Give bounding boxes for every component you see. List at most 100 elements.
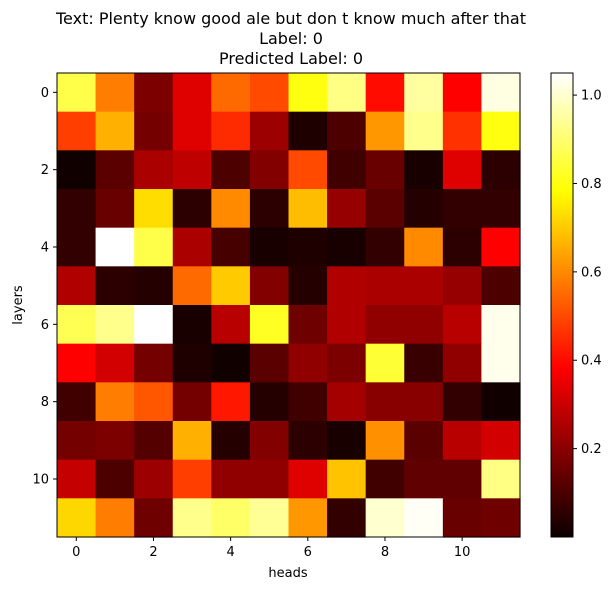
heatmap-cell-r9-c7 xyxy=(327,421,367,461)
heatmap-cell-r6-c9 xyxy=(404,305,444,345)
heatmap-cell-r11-c10 xyxy=(442,498,483,538)
x-tick-label: 8 xyxy=(381,545,389,560)
heatmap-cell-r4-c0 xyxy=(57,227,97,267)
heatmap-cell-r8-c3 xyxy=(172,382,212,422)
heatmap-cell-r2-c4 xyxy=(211,150,251,190)
heatmap-cell-r1-c1 xyxy=(95,111,135,151)
x-tick-label: 10 xyxy=(454,545,471,560)
heatmap-cell-r8-c2 xyxy=(134,382,174,422)
heatmap-cell-r4-c5 xyxy=(249,227,290,267)
chart-title-line-3: Predicted Label: 0 xyxy=(219,49,363,68)
heatmap-cell-r6-c4 xyxy=(211,305,251,345)
heatmap-cell-r3-c0 xyxy=(57,189,97,229)
heatmap-cell-r2-c5 xyxy=(249,150,290,190)
heatmap-cell-r0-c1 xyxy=(95,73,135,113)
heatmap-cell-r1-c0 xyxy=(57,111,97,151)
heatmap-cell-r11-c3 xyxy=(172,498,212,538)
heatmap-cell-r9-c6 xyxy=(288,421,328,461)
heatmap-cell-r3-c2 xyxy=(134,189,174,229)
heatmap-cell-r11-c11 xyxy=(481,498,521,538)
heatmap-cell-r7-c4 xyxy=(211,343,251,383)
heatmap-cell-r10-c6 xyxy=(288,459,328,499)
heatmap-cell-r9-c8 xyxy=(365,421,405,461)
heatmap-cell-r3-c4 xyxy=(211,189,251,229)
heatmap-cell-r6-c0 xyxy=(57,305,97,345)
x-tick-label: 6 xyxy=(304,545,312,560)
heatmap-cell-r4-c1 xyxy=(95,227,135,267)
heatmap-cell-r4-c10 xyxy=(442,227,483,267)
heatmap-cell-r7-c0 xyxy=(57,343,97,383)
heatmap-cell-r5-c1 xyxy=(95,266,135,306)
heatmap-cell-r6-c1 xyxy=(95,305,135,345)
heatmap-cell-r5-c6 xyxy=(288,266,328,306)
heatmap-cell-r2-c3 xyxy=(172,150,212,190)
heatmap-cell-r5-c8 xyxy=(365,266,405,306)
heatmap-cell-r5-c9 xyxy=(404,266,444,306)
heatmap-cell-r7-c5 xyxy=(249,343,290,383)
heatmap-cell-r6-c7 xyxy=(327,305,367,345)
heatmap-cell-r2-c8 xyxy=(365,150,405,190)
heatmap-cell-r3-c1 xyxy=(95,189,135,229)
heatmap-cell-r7-c6 xyxy=(288,343,328,383)
heatmap-cell-r9-c2 xyxy=(134,421,174,461)
heatmap-cell-r5-c5 xyxy=(249,266,290,306)
heatmap-cell-r0-c6 xyxy=(288,73,328,113)
heatmap-cell-r3-c11 xyxy=(481,189,521,229)
heatmap-cell-r10-c8 xyxy=(365,459,405,499)
heatmap-cell-r0-c4 xyxy=(211,73,251,113)
x-tick-label: 0 xyxy=(72,545,80,560)
heatmap-cell-r0-c5 xyxy=(249,73,290,113)
heatmap-cell-r1-c2 xyxy=(134,111,174,151)
y-tick-label: 0 xyxy=(41,86,49,101)
y-tick-label: 10 xyxy=(32,473,49,488)
plot-frame xyxy=(56,72,521,538)
heatmap-cell-r0-c8 xyxy=(365,73,405,113)
y-tick-label: 6 xyxy=(41,318,49,333)
y-axis-ticks: 0 2 4 6 8 10 xyxy=(32,86,57,488)
colorbar-tick-label: 0.8 xyxy=(581,177,602,192)
heatmap-cell-r7-c9 xyxy=(404,343,444,383)
heatmap-cell-r2-c10 xyxy=(442,150,483,190)
colorbar-ticks: 0.2 0.4 0.6 0.8 1.0 xyxy=(573,89,602,457)
heatmap-cell-r0-c9 xyxy=(404,73,444,113)
heatmap-cell-r6-c2 xyxy=(134,305,174,345)
heatmap-cell-r7-c7 xyxy=(327,343,367,383)
heatmap-cell-r11-c1 xyxy=(95,498,135,538)
heatmap-cell-r3-c10 xyxy=(442,189,483,229)
heatmap-cell-r10-c9 xyxy=(404,459,444,499)
heatmap-cell-r4-c11 xyxy=(481,227,521,267)
heatmap-cell-r0-c10 xyxy=(442,73,483,113)
heatmap-cell-r9-c10 xyxy=(442,421,483,461)
heatmap-cell-r11-c2 xyxy=(134,498,174,538)
heatmap-cell-r2-c7 xyxy=(327,150,367,190)
heatmap-cell-r4-c2 xyxy=(134,227,174,267)
heatmap-cell-r6-c5 xyxy=(249,305,290,345)
heatmap-cell-r5-c10 xyxy=(442,266,483,306)
heatmap-cell-r1-c9 xyxy=(404,111,444,151)
heatmap-cell-r8-c0 xyxy=(57,382,97,422)
y-axis-label: layers xyxy=(11,285,26,325)
heatmap-cell-r9-c4 xyxy=(211,421,251,461)
heatmap-cell-r9-c5 xyxy=(249,421,290,461)
heatmap-cell-r6-c3 xyxy=(172,305,212,345)
heatmap-cell-r11-c8 xyxy=(365,498,405,538)
chart-title-line-1: Text: Plenty know good ale but don t kno… xyxy=(55,9,526,28)
heatmap-cell-r0-c7 xyxy=(327,73,367,113)
heatmap-cell-r0-c2 xyxy=(134,73,174,113)
heatmap-cell-r8-c8 xyxy=(365,382,405,422)
heatmap-cell-r11-c9 xyxy=(404,498,444,538)
heatmap-cell-r2-c1 xyxy=(95,150,135,190)
heatmap-cell-r10-c2 xyxy=(134,459,174,499)
heatmap-cell-r4-c3 xyxy=(172,227,212,267)
heatmap-cell-r7-c1 xyxy=(95,343,135,383)
heatmap-cell-r11-c5 xyxy=(249,498,290,538)
heatmap-cell-r10-c4 xyxy=(211,459,251,499)
x-axis-label: heads xyxy=(268,566,307,581)
heatmap-cell-r1-c3 xyxy=(172,111,212,151)
heatmap-cell-r5-c2 xyxy=(134,266,174,306)
heatmap-cell-r10-c7 xyxy=(327,459,367,499)
heatmap-cell-r3-c6 xyxy=(288,189,328,229)
heatmap-cell-r9-c0 xyxy=(57,421,97,461)
heatmap-cell-r5-c3 xyxy=(172,266,212,306)
heatmap-cell-r11-c0 xyxy=(57,498,97,538)
